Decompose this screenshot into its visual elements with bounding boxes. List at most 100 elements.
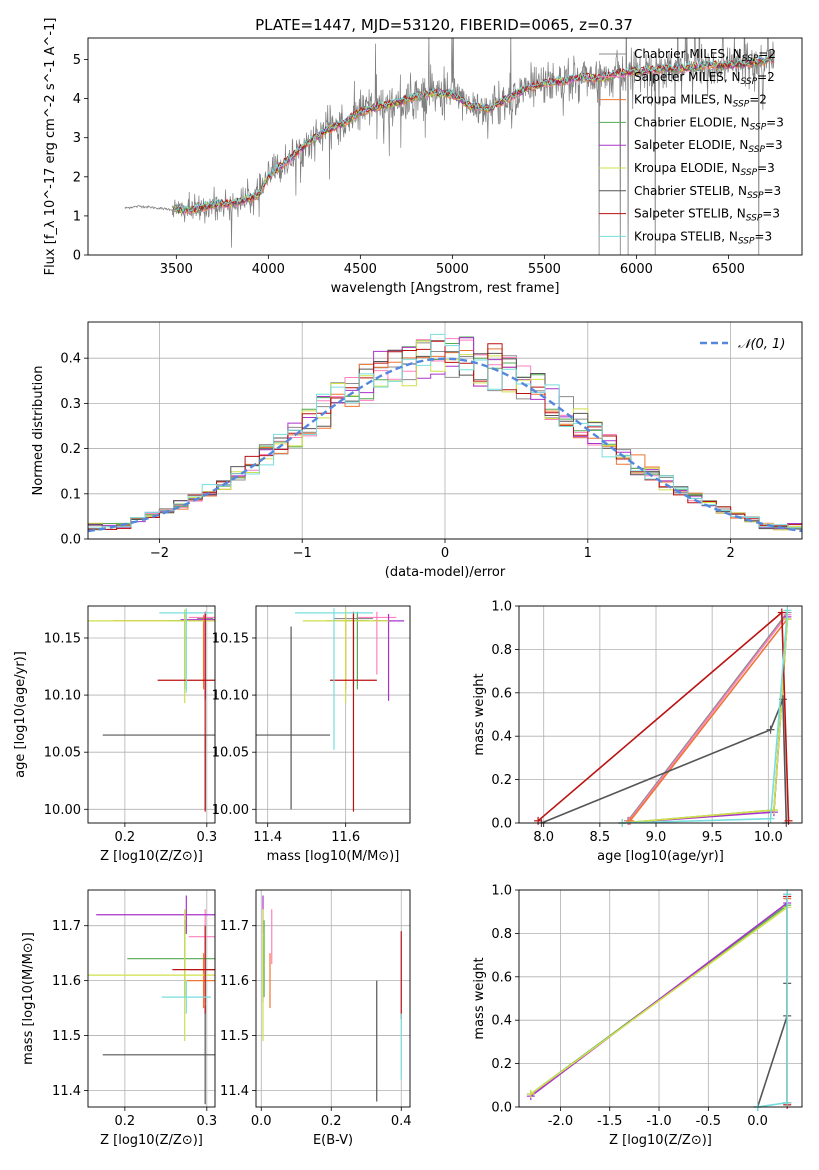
- legend-entry: Chabrier STELIB, NSSP=3: [634, 184, 781, 201]
- legend-entry: Kroupa ELODIE, NSSP=3: [634, 161, 775, 178]
- legend-entry: Kroupa STELIB, NSSP=3: [634, 229, 772, 246]
- x-axis-label: E(B-V): [313, 1133, 353, 1148]
- x-axis-label: wavelength [Angstrom, rest frame]: [331, 281, 560, 296]
- y-tick-label: 1: [73, 209, 81, 224]
- weight-line-chabrier-stelib: [537, 695, 791, 827]
- age_vs_mass-axes: 11.4 11.6 10.00 10.05 10.10 10.15: [212, 606, 410, 845]
- weight-line-kroupa-miles: [626, 615, 792, 825]
- histogram-kroupa-stelib: [88, 333, 802, 529]
- y-tick-label: 11.7: [220, 919, 249, 934]
- x-tick-label: 0: [441, 546, 449, 561]
- x-tick-label: 11.6: [331, 830, 360, 845]
- x-tick-label: 0.4: [391, 1114, 412, 1129]
- y-tick-label: 0: [73, 249, 81, 264]
- x-axis-label: age [log10(age/yr)]: [597, 849, 724, 864]
- y-axis-label: Normed distribution: [31, 366, 46, 496]
- errorbar-kroupa-miles: [187, 953, 215, 1009]
- spectrum-axes: 3500 4000 4500 5000 5500 6000 6500 0 1 2 3 4 5: [73, 53, 745, 277]
- y-tick-label: 0.8: [491, 643, 512, 658]
- x-tick-label: -1.5: [597, 1114, 622, 1129]
- errorbar-salpeter-stelib: [157, 611, 215, 812]
- weight-line-salpeter-stelib: [534, 608, 793, 825]
- y-tick-label: 0.6: [491, 686, 512, 701]
- y-tick-label: 10.05: [44, 746, 81, 761]
- x-tick-label: 6500: [712, 262, 745, 277]
- y-tick-label: 0.8: [491, 927, 512, 942]
- errorbar-kroupa-stelib: [161, 980, 211, 1014]
- mass-vs-extinction-panel: 0.0 0.2 0.4 11.4 11.5 11.6 11.7 E(B-V): [220, 889, 412, 1148]
- y-tick-label: 0.0: [491, 817, 512, 832]
- model-spectrum-kroupa-stelib: [172, 54, 774, 213]
- errorbar-chabrier-stelib: [102, 1005, 215, 1105]
- y-tick-label: 0.4: [491, 730, 512, 745]
- axes-frame: [518, 605, 803, 824]
- y-axis-label: mass weight: [472, 673, 487, 755]
- errorbar-kroupa-elodie: [88, 609, 215, 704]
- x-tick-label: 11.4: [253, 830, 282, 845]
- mass-weight-vs-metallicity-panel: -2.0 -1.5 -1.0 -0.5 0.0 0.0 0.2 0.4 0.6 0.8 1.0 Z […: [472, 884, 803, 1148]
- x-axis-label: Z [log10(Z/Z⊙)]: [100, 1133, 203, 1148]
- weight-line-chabrier-stelib: [753, 979, 792, 1111]
- x-tick-label: −2: [150, 546, 169, 561]
- y-tick-label: 5: [73, 53, 81, 68]
- axes-frame: [518, 889, 803, 1108]
- y-tick-label: 10.15: [44, 631, 81, 646]
- y-tick-label: 10.00: [212, 803, 249, 818]
- errorbar-kroupa-miles: [113, 615, 215, 690]
- axes-frame: [87, 321, 803, 540]
- x-tick-label: 0.2: [321, 1114, 342, 1129]
- age_vs_Z-axes: 0.2 0.3 10.00 10.05 10.10 10.15: [44, 606, 217, 845]
- mass_vs_EBV-axes: 0.0 0.2 0.4 11.4 11.5 11.6 11.7: [220, 890, 412, 1129]
- x-tick-label: 0.2: [115, 830, 136, 845]
- legend-entry: 𝒩(0, 1): [738, 337, 785, 352]
- x-tick-label: 8.5: [590, 830, 611, 845]
- histogram-salpeter-stelib: [88, 340, 802, 530]
- y-tick-label: 10.00: [44, 803, 81, 818]
- model-spectrum-salpeter-stelib: [172, 54, 774, 214]
- x-axis-label: Z [log10(Z/Z⊙)]: [609, 1133, 712, 1148]
- legend-entry: Chabrier MILES, NSSP=2: [634, 47, 776, 64]
- x-tick-label: −1: [293, 546, 312, 561]
- axes-frame: [87, 605, 216, 824]
- x-axis-label: (data-model)/error: [385, 565, 506, 580]
- errorbar-salpeter-elodie: [96, 895, 215, 934]
- x-tick-label: 2: [726, 546, 734, 561]
- y-tick-label: 1.0: [491, 600, 512, 615]
- y-tick-label: 3: [73, 131, 81, 146]
- x-tick-label: 3500: [160, 262, 193, 277]
- x-tick-label: 8.0: [533, 830, 554, 845]
- y-tick-label: 0.0: [60, 533, 81, 548]
- x-tick-label: 5000: [436, 262, 469, 277]
- errorbar-chabrier-elodie: [345, 611, 370, 690]
- x-tick-label: 9.0: [646, 830, 667, 845]
- legend-entry: Salpeter ELODIE, NSSP=3: [634, 138, 783, 155]
- spectrum-panel: 3500 4000 4500 5000 5500 6000 6500 0 1 2 3 4 5 wavele…: [43, 18, 803, 296]
- errorbar-salpeter-stelib: [172, 925, 215, 1014]
- y-axis-label: Flux [f_λ 10^-17 erg cm^-2 s^-1 A^-1]: [43, 18, 58, 276]
- x-tick-label: -2.0: [548, 1114, 573, 1129]
- age-vs-metallicity-panel: 0.2 0.3 10.00 10.05 10.10 10.15 Z [log10(Z/Z⊙)…: [13, 605, 217, 864]
- axes-frame: [255, 605, 411, 824]
- x-tick-label: 0.3: [196, 830, 217, 845]
- age-vs-mass-panel: 11.4 11.6 10.00 10.05 10.10 10.15 mass [log10(…: [212, 605, 411, 864]
- legend-entry: Chabrier ELODIE, NSSP=3: [634, 115, 784, 132]
- y-tick-label: 0.2: [491, 773, 512, 788]
- y-tick-label: 0.2: [60, 442, 81, 457]
- figure-title: PLATE=1447, MJD=53120, FIBERID=0065, z=0…: [255, 16, 633, 34]
- x-tick-label: 0.3: [196, 1114, 217, 1129]
- y-tick-label: 0.4: [491, 1014, 512, 1029]
- x-axis-label: mass [log10(M/M⊙)]: [267, 849, 400, 864]
- weight-line-salpeter-miles: [625, 610, 792, 825]
- errorbar-salpeter-miles: [357, 611, 397, 675]
- errorbar-kroupa-stelib: [294, 608, 373, 750]
- mass-weight-vs-age-panel: 8.0 8.5 9.0 9.5 10.0 0.0 0.2 0.4 0.6 0.8 1.0 age [l…: [472, 600, 803, 864]
- x-tick-label: -1.0: [646, 1114, 671, 1129]
- x-tick-label: 6000: [620, 262, 653, 277]
- y-tick-label: 10.15: [212, 631, 249, 646]
- y-tick-label: 0.3: [60, 397, 81, 412]
- x-tick-label: 0.0: [747, 1114, 768, 1129]
- x-tick-label: 4000: [252, 262, 285, 277]
- y-tick-label: 11.6: [220, 974, 249, 989]
- mass_weight_vs_age-axes: 8.0 8.5 9.0 9.5 10.0 0.0 0.2 0.4 0.6 0.8 1.0: [491, 600, 802, 845]
